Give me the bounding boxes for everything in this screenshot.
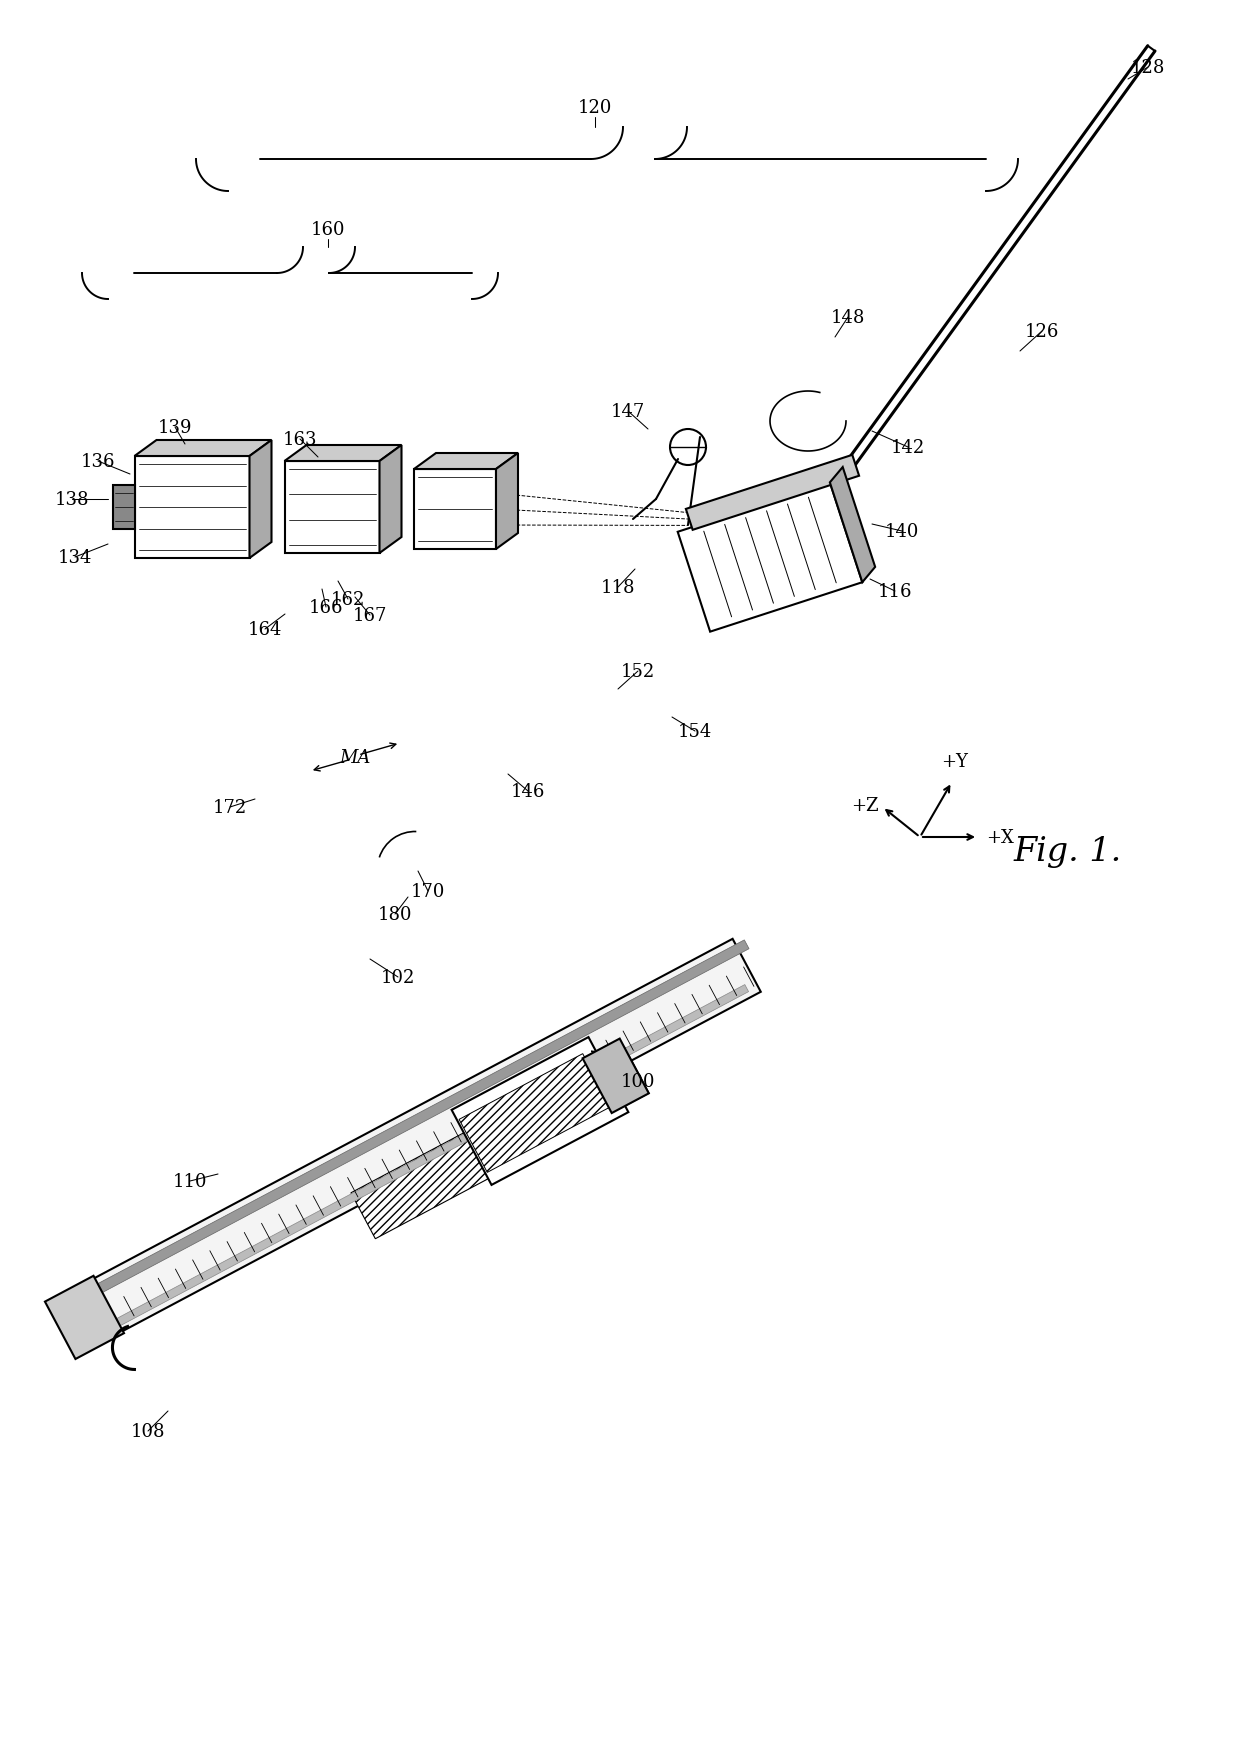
Text: 152: 152 bbox=[621, 663, 655, 680]
Polygon shape bbox=[830, 468, 875, 583]
Text: +X: +X bbox=[986, 828, 1014, 847]
Text: 147: 147 bbox=[611, 403, 645, 421]
Polygon shape bbox=[678, 483, 862, 633]
Text: +Y: +Y bbox=[941, 753, 968, 770]
Polygon shape bbox=[284, 463, 379, 553]
Polygon shape bbox=[414, 454, 518, 470]
Polygon shape bbox=[284, 445, 402, 463]
Text: 180: 180 bbox=[378, 906, 412, 923]
Polygon shape bbox=[459, 1054, 611, 1172]
Text: 142: 142 bbox=[890, 438, 925, 457]
Text: 172: 172 bbox=[213, 798, 247, 817]
Polygon shape bbox=[451, 1038, 629, 1186]
Text: 116: 116 bbox=[878, 583, 913, 600]
Polygon shape bbox=[686, 456, 859, 530]
Polygon shape bbox=[92, 984, 749, 1339]
Polygon shape bbox=[134, 457, 249, 558]
Text: 128: 128 bbox=[1131, 59, 1166, 77]
Polygon shape bbox=[79, 939, 761, 1339]
Text: 140: 140 bbox=[885, 523, 919, 541]
Text: 163: 163 bbox=[283, 431, 317, 449]
Polygon shape bbox=[379, 445, 402, 553]
Polygon shape bbox=[583, 1038, 649, 1113]
Text: 167: 167 bbox=[353, 607, 387, 624]
Text: 102: 102 bbox=[381, 969, 415, 986]
Polygon shape bbox=[351, 1047, 649, 1238]
Polygon shape bbox=[134, 440, 272, 457]
Text: 110: 110 bbox=[172, 1172, 207, 1189]
Polygon shape bbox=[91, 941, 749, 1296]
Text: 138: 138 bbox=[55, 490, 89, 510]
Polygon shape bbox=[496, 454, 518, 550]
Text: 154: 154 bbox=[678, 723, 712, 741]
Text: MA: MA bbox=[340, 748, 371, 767]
Text: 134: 134 bbox=[58, 550, 92, 567]
Text: 108: 108 bbox=[130, 1423, 165, 1440]
Text: 120: 120 bbox=[578, 99, 613, 117]
Text: 118: 118 bbox=[600, 579, 635, 596]
Text: 166: 166 bbox=[309, 598, 343, 617]
Text: 126: 126 bbox=[1024, 323, 1059, 341]
Text: 164: 164 bbox=[248, 621, 283, 638]
Text: 148: 148 bbox=[831, 310, 866, 327]
Text: +Z: +Z bbox=[851, 796, 878, 814]
Polygon shape bbox=[249, 440, 272, 558]
Text: 160: 160 bbox=[311, 221, 345, 238]
Polygon shape bbox=[414, 470, 496, 550]
Text: 146: 146 bbox=[511, 783, 546, 800]
Text: 139: 139 bbox=[157, 419, 192, 436]
Text: 136: 136 bbox=[81, 452, 115, 471]
Text: 100: 100 bbox=[621, 1073, 655, 1090]
Polygon shape bbox=[113, 485, 134, 530]
Polygon shape bbox=[45, 1276, 124, 1360]
Text: 162: 162 bbox=[331, 591, 366, 609]
Text: 170: 170 bbox=[410, 882, 445, 901]
Text: Fig. 1.: Fig. 1. bbox=[1014, 835, 1122, 868]
